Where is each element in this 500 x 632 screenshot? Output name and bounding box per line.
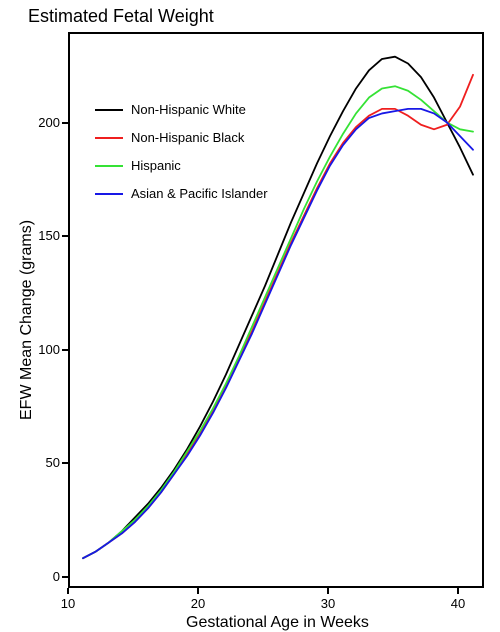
legend-label: Non-Hispanic Black [131,130,244,145]
x-axis-label: Gestational Age in Weeks [186,614,369,632]
xtick-mark [327,588,329,594]
ytick-mark [62,235,68,237]
ytick-mark [62,462,68,464]
plot-area: Non-Hispanic White Non-Hispanic Black Hisp… [68,32,484,588]
legend-swatch [95,165,123,167]
ytick-label: 50 [24,455,60,470]
y-axis-label: EFW Mean Change (grams) [18,220,36,420]
xtick-mark [67,588,69,594]
xtick-mark [457,588,459,594]
ytick-label: 0 [24,569,60,584]
chart-container: Estimated Fetal Weight Non-Hispanic Whit… [0,0,500,630]
ytick-label: 150 [24,228,60,243]
legend-item: Non-Hispanic Black [95,129,268,147]
legend-item: Non-Hispanic White [95,101,268,119]
ytick-label: 200 [24,115,60,130]
xtick-mark [197,588,199,594]
xtick-label: 20 [186,596,210,611]
legend-label: Non-Hispanic White [131,102,246,117]
legend-item: Hispanic [95,157,268,175]
ytick-mark [62,122,68,124]
legend-swatch [95,137,123,139]
legend-label: Asian & Pacific Islander [131,186,268,201]
ytick-label: 100 [24,342,60,357]
chart-title: Estimated Fetal Weight [28,6,214,27]
legend-item: Asian & Pacific Islander [95,185,268,203]
legend-label: Hispanic [131,158,181,173]
xtick-label: 30 [316,596,340,611]
legend: Non-Hispanic White Non-Hispanic Black Hisp… [95,101,268,213]
legend-swatch [95,193,123,195]
xtick-label: 40 [446,596,470,611]
legend-swatch [95,109,123,111]
ytick-mark [62,349,68,351]
ytick-mark [62,576,68,578]
xtick-label: 10 [56,596,80,611]
